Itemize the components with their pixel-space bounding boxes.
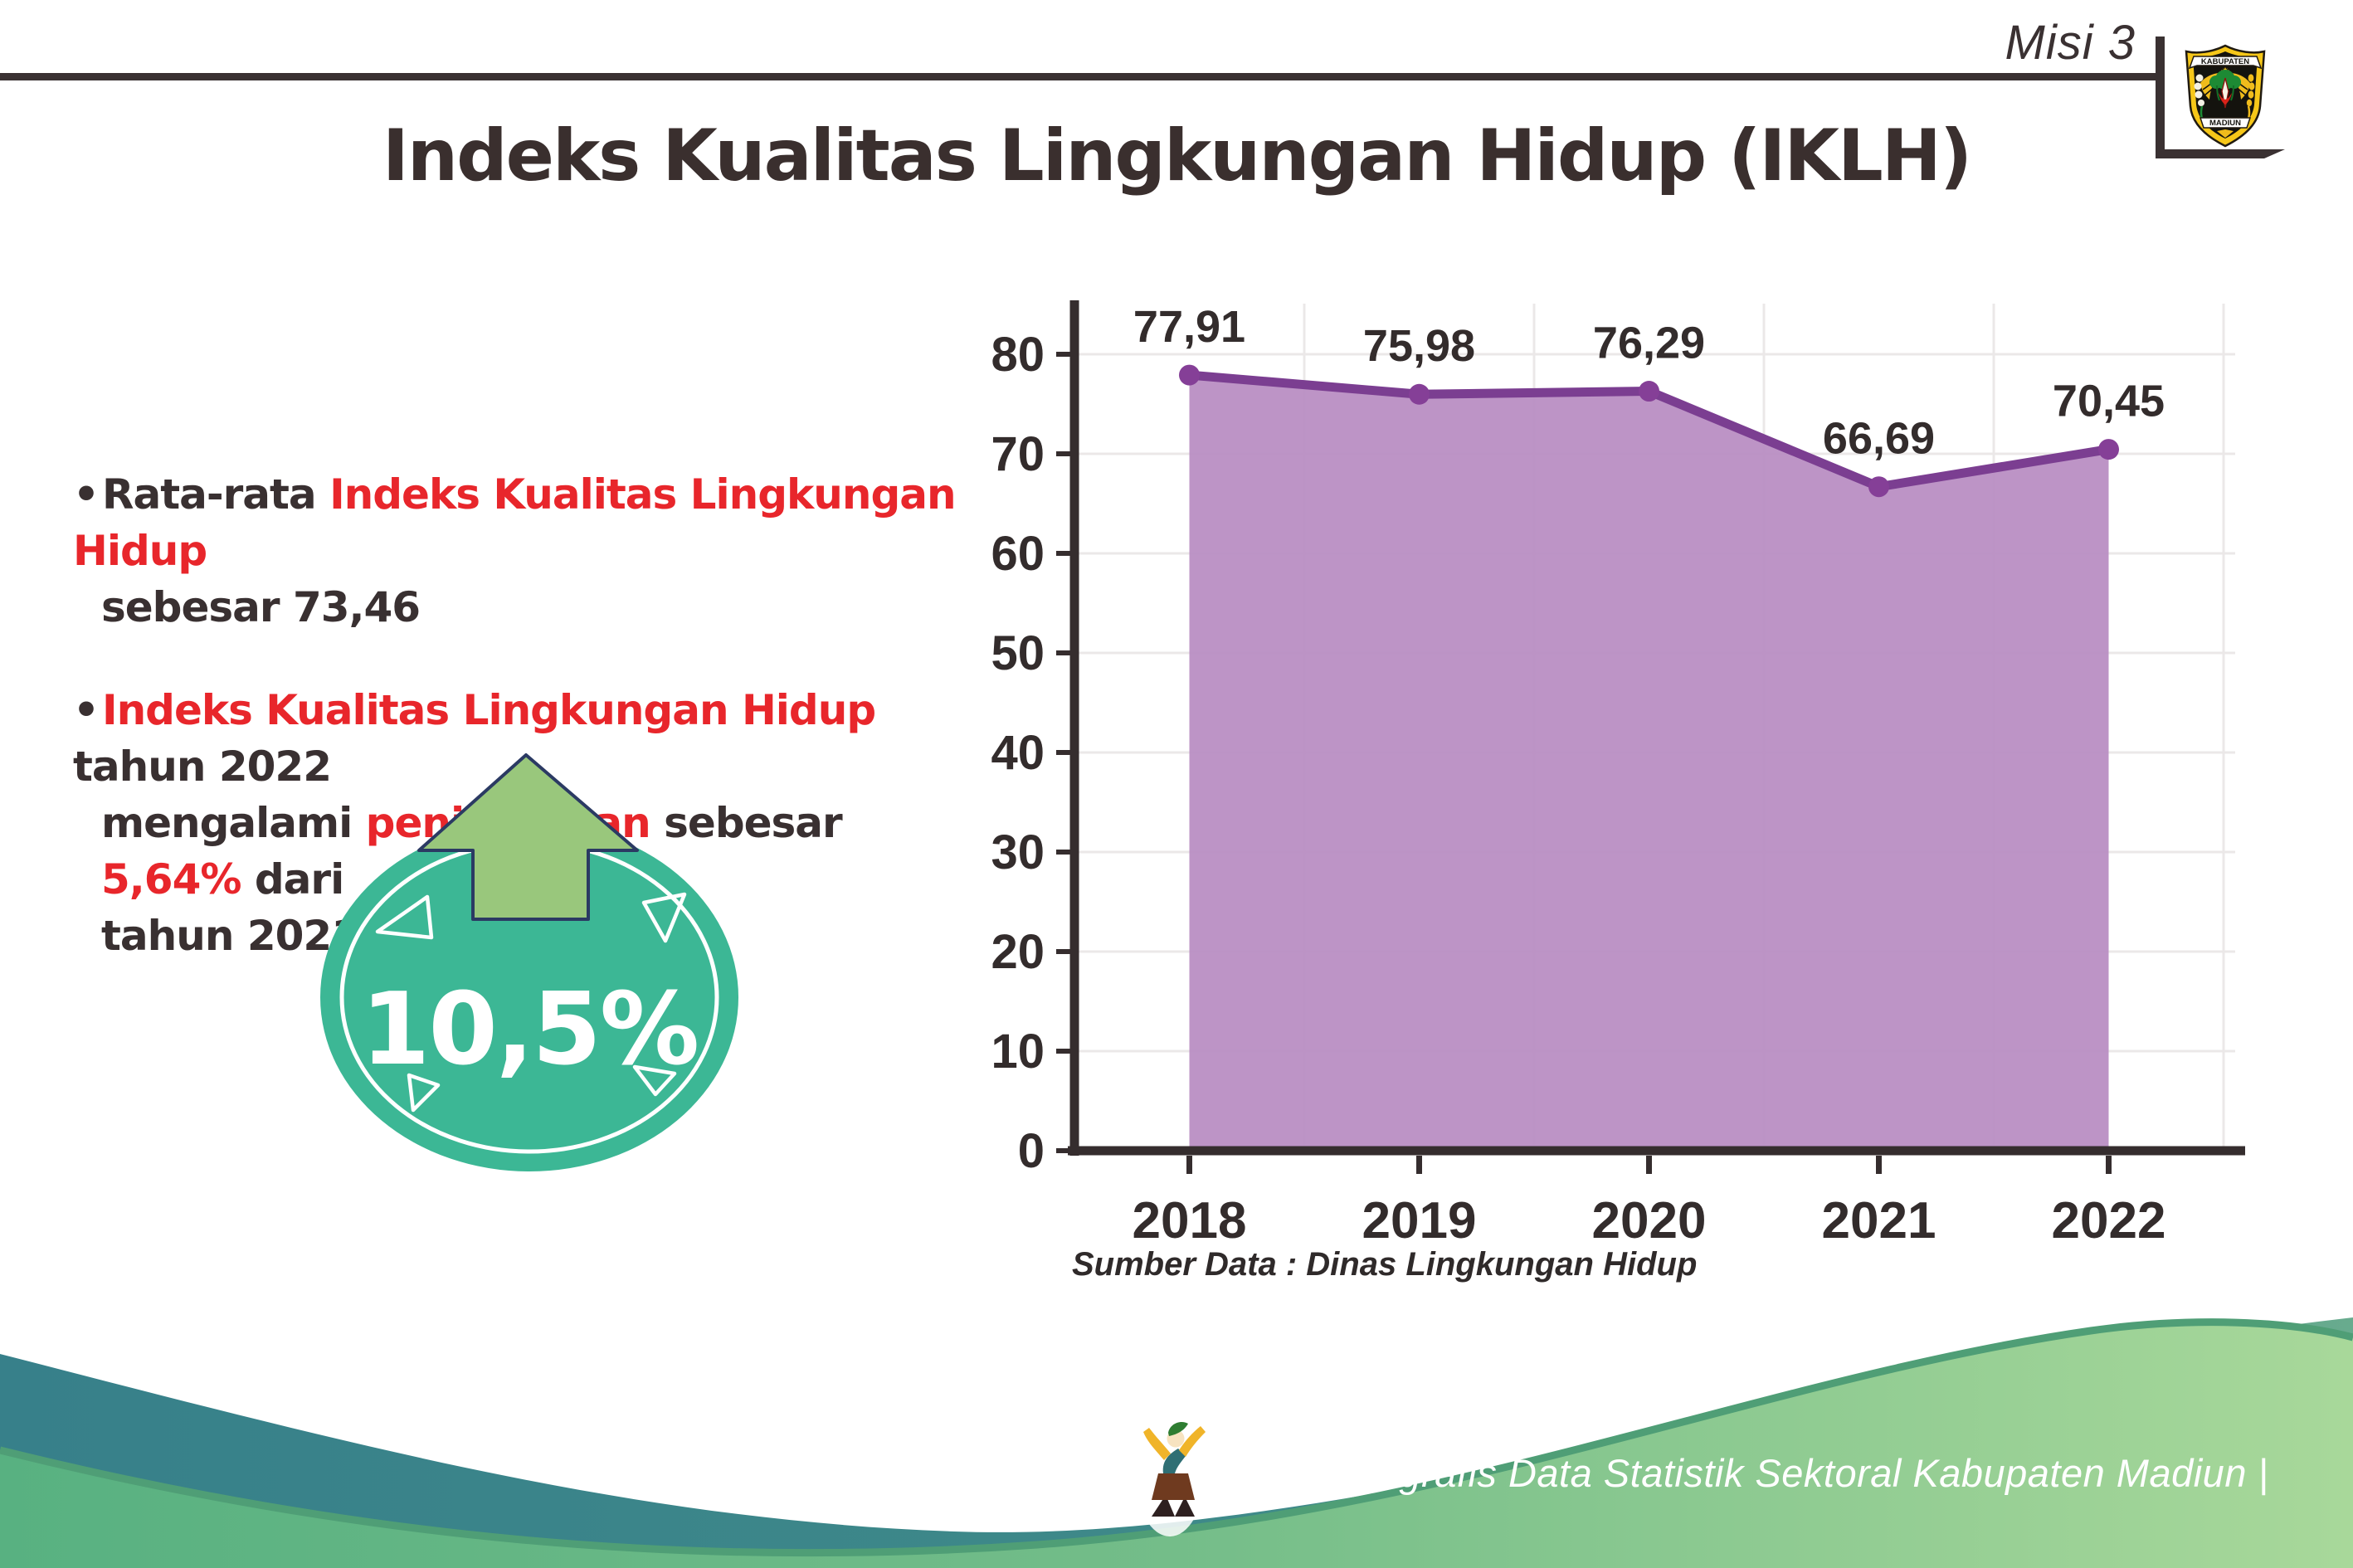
svg-text:60: 60 [991, 527, 1045, 581]
bullet-text-segment: Indeks Kualitas Lingkungan Hidup [73, 470, 957, 575]
data-point-label: 76,29 [1593, 319, 1705, 368]
chart-axes [1056, 300, 2245, 1174]
bullet-text-segment: Indeks Kualitas Lingkungan Hidup [101, 686, 876, 734]
sparkle-triangle-icon [375, 894, 434, 940]
data-point-label: 70,45 [2053, 377, 2165, 426]
chart-source-label: Sumber Data : Dinas Lingkungan Hidup [1072, 1246, 1698, 1283]
logo-bracket-vertical [2156, 37, 2165, 158]
kabupaten-madiun-logo: KABUPATEN MA [2180, 40, 2270, 151]
chart-labels: 0 10 20 30 40 50 60 70 80 2018 2019 2020 2021 2022 77,… [991, 302, 2165, 1249]
bullet-item: •Indeks Kualitas Lingkungan Hidup tahun … [73, 682, 986, 964]
green-wave-rim [0, 1318, 2353, 1557]
svg-text:40: 40 [991, 726, 1045, 780]
bullet-text-segment: 5,64% [101, 855, 241, 903]
increase-badge: 10,5% [320, 753, 738, 1171]
bullet-dot-icon: • [73, 686, 100, 734]
data-point-label: 77,91 [1133, 302, 1245, 352]
badge-circle [320, 823, 738, 1171]
svg-text:70: 70 [991, 427, 1045, 481]
page-title: Indeks Kualitas Lingkungan Hidup (IKLH) [382, 114, 1972, 197]
footer-waves [0, 1317, 2353, 1568]
bullet-text-segment: sebesar [650, 799, 843, 847]
chart-area-series [1179, 364, 2119, 1152]
svg-text:2020: 2020 [1592, 1192, 1707, 1249]
bullet-text-segment: sebesar 73,46 [101, 583, 421, 631]
svg-text:2019: 2019 [1362, 1192, 1477, 1249]
bullet-text-segment: Rata-rata [101, 470, 330, 519]
svg-text:10: 10 [991, 1025, 1045, 1079]
bullet-text-segment: mengalami [101, 799, 366, 847]
sparkle-triangle-icon [641, 892, 687, 943]
chart-gridlines [1074, 304, 2235, 1151]
sparkle-triangle-icon [632, 1064, 677, 1097]
svg-text:20: 20 [991, 925, 1045, 979]
bullet-text-segment: tahun 2021 [101, 912, 360, 960]
bullet-text-segment: dari [241, 855, 344, 903]
footer-credit-label: Media Infografis Data Statistik Sektoral… [1213, 1451, 2269, 1495]
svg-text:2022: 2022 [2052, 1192, 2166, 1249]
bullet-dot-icon: • [73, 470, 100, 519]
svg-text:80: 80 [991, 328, 1045, 382]
bullet-text-segment: tahun 2022 [73, 743, 332, 791]
bullet-item: •Rata-rata Indeks Kualitas Lingkungan Hi… [73, 466, 986, 635]
svg-text:2018: 2018 [1133, 1192, 1247, 1249]
green-wave [0, 1322, 2353, 1568]
svg-text:2021: 2021 [1822, 1192, 1936, 1249]
mascot-icon [1135, 1410, 1206, 1536]
svg-text:0: 0 [1018, 1124, 1045, 1178]
header-rule [0, 73, 2157, 80]
logo-bottom-banner-label: MADIUN [2209, 119, 2241, 128]
bullet-list: •Rata-rata Indeks Kualitas Lingkungan Hi… [73, 466, 986, 1010]
badge-value-label: 10,5% [361, 972, 698, 1088]
misi-label: Misi 3 [2005, 16, 2136, 70]
up-arrow-icon [417, 753, 639, 921]
svg-text:50: 50 [991, 626, 1045, 680]
data-point-label: 75,98 [1363, 321, 1475, 371]
svg-text:30: 30 [991, 825, 1045, 879]
logo-shield-icon: KABUPATEN MA [2185, 44, 2266, 148]
data-point-label: 66,69 [1823, 414, 1935, 464]
logo-bracket-horizontal [2156, 149, 2285, 158]
sparkle-triangle-icon [407, 1073, 441, 1113]
logo-top-banner-label: KABUPATEN [2201, 57, 2249, 66]
